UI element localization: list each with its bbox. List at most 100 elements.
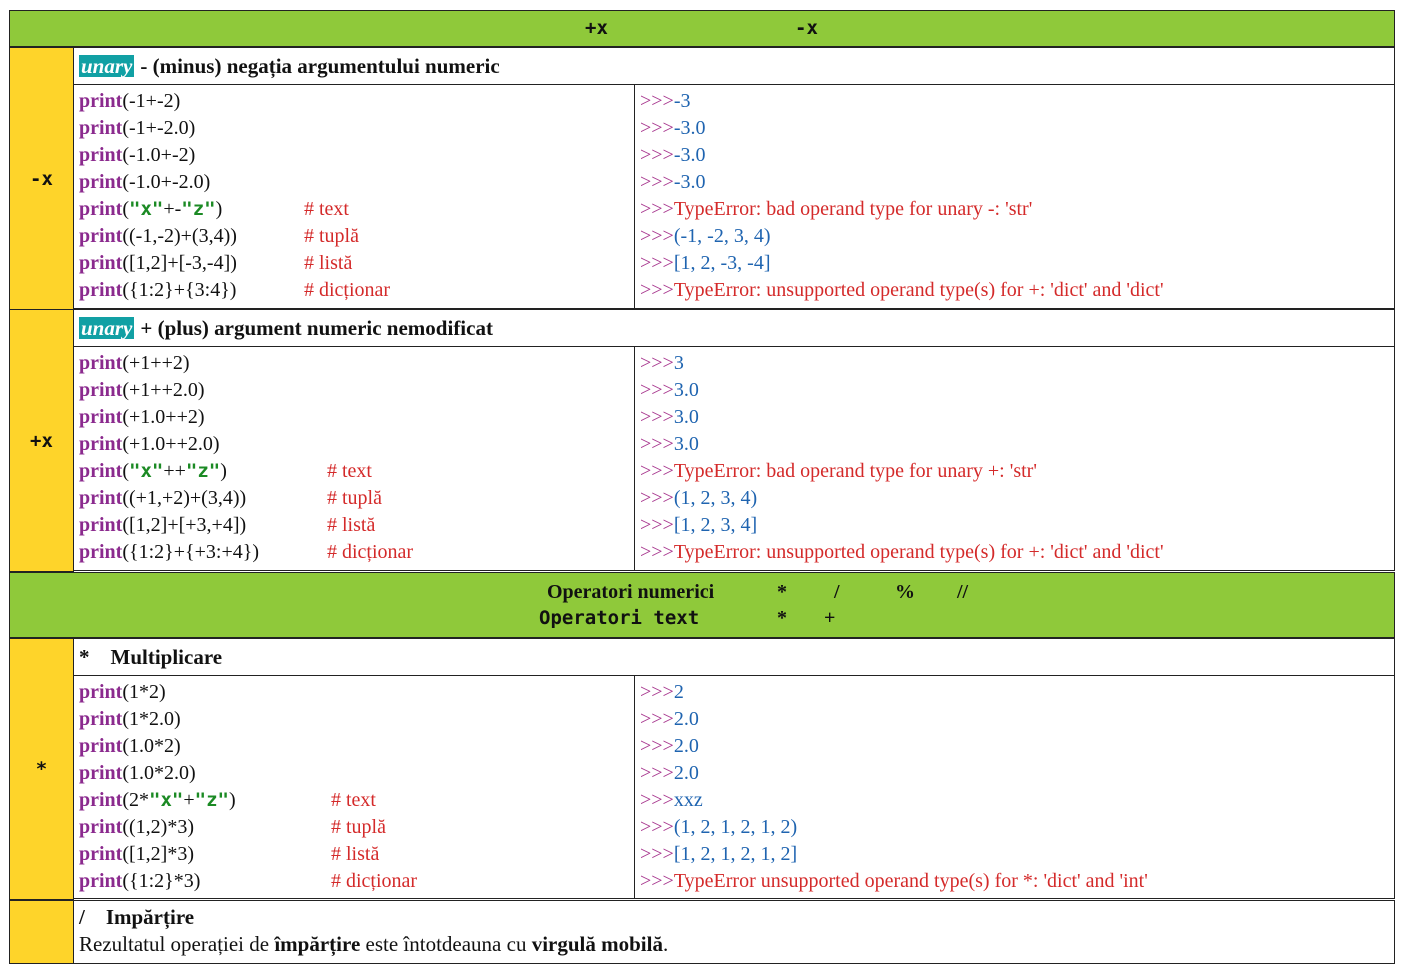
code-line: print(1.0*2.0) <box>79 760 634 787</box>
output-line: >>>[1, 2, -3, -4] <box>640 250 1394 277</box>
output-line: >>>xxz <box>640 787 1394 814</box>
output-line: >>>TypeError: unsupported operand type(s… <box>640 539 1394 566</box>
python-prompt: >>> <box>640 735 674 757</box>
code-column: print(-1+-2) print(-1+-2.0) print(-1.0+-2)… <box>73 84 635 309</box>
section-side-cell: +x <box>9 309 74 572</box>
code-comment: # tuplă <box>327 487 382 509</box>
code-expression: ([1,2]*3) <box>122 843 194 865</box>
code-line: print(+1++2.0) <box>79 377 634 404</box>
output-line: >>>TypeError: unsupported operand type(s… <box>640 277 1394 304</box>
output-value: 2.0 <box>673 735 699 757</box>
operators-header: Operatori numerici * / % // Operatori te… <box>9 572 1395 638</box>
numeric-op: // <box>957 581 969 603</box>
output-line: >>>-3.0 <box>640 142 1394 169</box>
python-prompt: >>> <box>640 352 674 374</box>
section-title: + (plus) argument numeric nemodificat <box>140 315 493 340</box>
code-expression: (1*2.0) <box>122 708 181 730</box>
print-keyword: print <box>79 514 123 536</box>
code-line: print([1,2]+[-3,-4]) # listă <box>79 250 634 277</box>
output-value: 3 <box>673 352 684 374</box>
string-literal: "z" <box>181 198 216 220</box>
code-line: print("x"+-"z") # text <box>79 196 634 223</box>
output-line: >>>3.0 <box>640 377 1394 404</box>
string-literal: "z" <box>194 789 229 811</box>
code-comment: # dicționar <box>327 541 414 563</box>
text-operators-label: Operatori text <box>539 607 700 629</box>
python-prompt: >>> <box>640 460 674 482</box>
code-comment: # listă <box>327 514 376 536</box>
print-keyword: print <box>79 252 123 274</box>
print-keyword: print <box>79 279 123 301</box>
code-line: print(1*2.0) <box>79 706 634 733</box>
output-line: >>>(-1, -2, 3, 4) <box>640 223 1394 250</box>
numeric-op: / <box>834 581 840 603</box>
python-prompt: >>> <box>640 541 674 563</box>
code-comment: # dicționar <box>331 870 418 892</box>
code-comment: # text <box>304 198 349 220</box>
numeric-operators-line: Operatori numerici * / % // <box>547 579 1007 605</box>
output-value: 3.0 <box>673 433 699 455</box>
code-comment: # listă <box>331 843 380 865</box>
output-line: >>>[1, 2, 1, 2, 1, 2] <box>640 841 1394 868</box>
code-comment: # dicționar <box>304 279 391 301</box>
python-prompt: >>> <box>640 870 674 892</box>
code-expression: (1.0*2.0) <box>122 762 196 784</box>
code-line: print(2*"x"+"z") # text <box>79 787 634 814</box>
code-line: print(-1.0+-2) <box>79 142 634 169</box>
section-title: * Multiplicare <box>79 644 223 669</box>
python-prompt: >>> <box>640 117 674 139</box>
code-expression: ((-1,-2)+(3,4)) <box>122 225 237 247</box>
code-line: print(-1.0+-2.0) <box>79 169 634 196</box>
string-literal: "x" <box>149 789 184 811</box>
division-side-cell <box>9 900 74 964</box>
print-keyword: print <box>79 789 123 811</box>
print-keyword: print <box>79 144 123 166</box>
code-expression: (-1.0+-2) <box>122 144 196 166</box>
output-line: >>>3.0 <box>640 431 1394 458</box>
output-value: TypeError: unsupported operand type(s) f… <box>673 279 1164 301</box>
string-literal: "x" <box>129 198 164 220</box>
python-prompt: >>> <box>640 789 674 811</box>
section-title-row: unary + (plus) argument numeric nemodific… <box>73 309 1395 347</box>
code-line: print({1:2}*3) # dicționar <box>79 868 634 895</box>
output-value: 2 <box>673 681 684 703</box>
output-value: TypeError: unsupported operand type(s) f… <box>673 541 1164 563</box>
output-line: >>>(1, 2, 1, 2, 1, 2) <box>640 814 1394 841</box>
code-expression: (-1+-2) <box>122 90 181 112</box>
python-prompt: >>> <box>640 279 674 301</box>
output-value: (1, 2, 3, 4) <box>673 487 758 509</box>
output-value: 3.0 <box>673 379 699 401</box>
section-title-row: * Multiplicare <box>73 638 1395 676</box>
output-value: 2.0 <box>673 762 699 784</box>
output-line: >>>2.0 <box>640 706 1394 733</box>
python-prompt: >>> <box>640 225 674 247</box>
print-keyword: print <box>79 708 123 730</box>
code-line: print(-1+-2) <box>79 88 634 115</box>
python-prompt: >>> <box>640 762 674 784</box>
output-value: -3 <box>673 90 691 112</box>
code-expression: (1.0*2) <box>122 735 181 757</box>
code-line: print({1:2}+{3:4}) # dicționar <box>79 277 634 304</box>
python-prompt: >>> <box>640 843 674 865</box>
print-keyword: print <box>79 379 123 401</box>
print-keyword: print <box>79 816 123 838</box>
python-prompt: >>> <box>640 681 674 703</box>
code-line: print([1,2]+[+3,+4]) # listă <box>79 512 634 539</box>
code-line: print(+1.0++2.0) <box>79 431 634 458</box>
division-title: / Impărțire <box>79 905 195 929</box>
code-expression: ((+1,+2)+(3,4)) <box>122 487 247 509</box>
output-line: >>>2 <box>640 679 1394 706</box>
code-expression: (1*2) <box>122 681 166 703</box>
code-line: print([1,2]*3) # listă <box>79 841 634 868</box>
python-prompt: >>> <box>640 379 674 401</box>
print-keyword: print <box>79 843 123 865</box>
output-value: TypeError: bad operand type for unary -:… <box>673 198 1033 220</box>
output-line: >>>TypeError: bad operand type for unary… <box>640 458 1394 485</box>
text-op: * <box>777 607 787 629</box>
output-value: [1, 2, -3, -4] <box>673 252 771 274</box>
python-prompt: >>> <box>640 90 674 112</box>
header-op-plus: +x <box>585 17 608 39</box>
output-line: >>>3 <box>640 350 1394 377</box>
output-value: TypeError: bad operand type for unary +:… <box>673 460 1037 482</box>
print-keyword: print <box>79 870 123 892</box>
